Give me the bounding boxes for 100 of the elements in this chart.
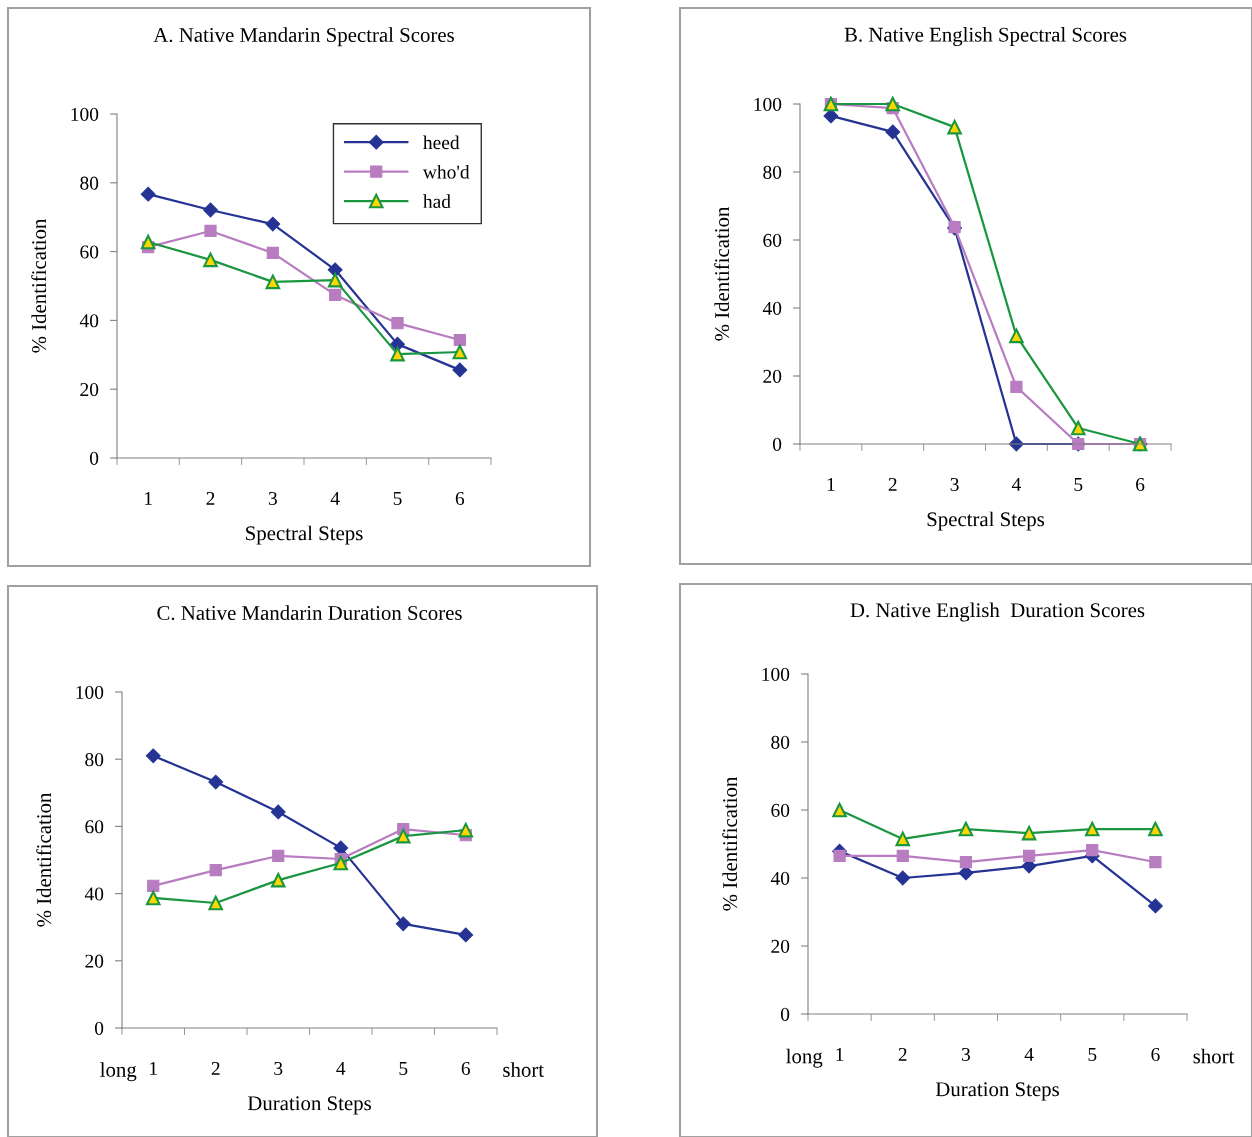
x-axis-title: Spectral Steps	[246, 525, 363, 545]
point	[1147, 898, 1163, 914]
y-tick-label: 20	[85, 954, 104, 968]
text: long	[786, 1048, 823, 1068]
x-tick-label: 2	[898, 1047, 907, 1061]
x-tick-label: 5	[393, 492, 402, 506]
point	[1070, 420, 1086, 436]
point	[395, 828, 411, 844]
text: long	[100, 1062, 137, 1082]
point	[270, 804, 286, 820]
point	[1009, 328, 1024, 344]
point	[452, 362, 468, 378]
y-axis-title: % Identification	[714, 206, 730, 341]
point	[453, 333, 466, 347]
point	[1010, 380, 1023, 393]
point	[203, 202, 218, 218]
y-tick-label: 60	[85, 820, 104, 834]
point	[203, 252, 218, 268]
chart-title: C. Native Mandarin Duration Scores	[157, 605, 462, 621]
x-axis-title: Duration Steps	[247, 1096, 371, 1115]
point	[958, 821, 974, 837]
point	[208, 774, 224, 790]
point	[947, 119, 962, 135]
point	[204, 224, 217, 238]
y-tick-label: 0	[780, 1007, 790, 1021]
point	[208, 895, 224, 911]
x-tick-label: 6	[461, 1061, 471, 1076]
y-tick-label: 100	[76, 685, 104, 699]
point	[145, 748, 161, 764]
point	[391, 317, 404, 330]
x-tick-label: 5	[1074, 478, 1083, 492]
legend-label: had	[423, 194, 451, 209]
y-axis-title: % Identification	[31, 218, 47, 353]
point	[885, 124, 901, 140]
point	[395, 916, 411, 932]
chart-title: A. Native Mandarin Spectral Scores	[153, 27, 454, 47]
x-tick-label: 3	[268, 491, 277, 506]
text: short	[503, 1062, 544, 1077]
point	[1021, 825, 1037, 841]
x-tick-label: 4	[1024, 1048, 1034, 1061]
point	[265, 274, 281, 290]
y-tick-label: 0	[94, 1021, 104, 1035]
x-tick-label: 6	[455, 491, 465, 506]
x-tick-label: 4	[336, 1062, 346, 1075]
point	[458, 927, 474, 943]
point	[140, 186, 156, 202]
x-tick-label: 4	[1011, 478, 1021, 491]
x-tick-label: 3	[950, 477, 959, 492]
y-tick-label: 100	[71, 107, 99, 121]
point	[266, 246, 279, 260]
x-tick-label: 1	[827, 477, 835, 491]
y-axis-title: % Identification	[36, 792, 52, 927]
x-tick-label: 3	[961, 1047, 971, 1062]
y-tick-label: 40	[762, 301, 782, 315]
x-tick-label: 1	[836, 1047, 844, 1061]
point	[140, 234, 156, 250]
point	[270, 872, 286, 888]
y-axis-title: % Identification	[722, 776, 738, 911]
point	[895, 831, 911, 847]
x-tick-label: 1	[150, 1061, 157, 1075]
point	[145, 890, 161, 906]
y-tick-label: 20	[80, 383, 99, 397]
point	[1022, 849, 1036, 863]
point	[1148, 821, 1163, 837]
x-tick-label: 4	[330, 492, 340, 505]
chart-title: B. Native English Spectral Scores	[844, 27, 1127, 46]
point	[832, 802, 847, 818]
point	[833, 849, 846, 863]
y-tick-label: 80	[85, 753, 104, 767]
y-tick-label: 20	[763, 369, 782, 383]
point	[327, 272, 343, 288]
chart-title: D. Native English Duration Scores	[850, 602, 1145, 622]
x-tick-label: 1	[145, 491, 152, 505]
y-tick-label: 80	[80, 176, 99, 190]
y-tick-label: 40	[79, 314, 99, 328]
point	[959, 855, 973, 869]
point	[329, 288, 342, 302]
legend-label: who'd	[422, 164, 470, 179]
x-tick-label: 5	[1088, 1048, 1097, 1062]
text: short	[1193, 1048, 1235, 1064]
y-tick-label: 40	[84, 887, 104, 901]
y-tick-label: 40	[770, 871, 790, 885]
point	[1149, 855, 1162, 869]
point	[272, 849, 285, 863]
x-tick-label: 2	[888, 477, 897, 491]
y-tick-label: 60	[771, 803, 790, 817]
point	[1086, 844, 1099, 857]
x-tick-label: 2	[206, 491, 215, 505]
y-tick-label: 100	[762, 667, 790, 681]
x-axis-title: Duration Steps	[935, 1082, 1059, 1101]
point	[209, 863, 222, 877]
y-tick-label: 60	[80, 245, 99, 259]
point	[147, 879, 160, 892]
point	[896, 849, 909, 863]
point	[885, 96, 901, 112]
x-tick-label: 2	[211, 1061, 220, 1075]
point	[1084, 821, 1100, 837]
y-tick-label: 0	[772, 437, 782, 451]
point	[333, 855, 349, 871]
y-tick-label: 80	[763, 165, 782, 179]
